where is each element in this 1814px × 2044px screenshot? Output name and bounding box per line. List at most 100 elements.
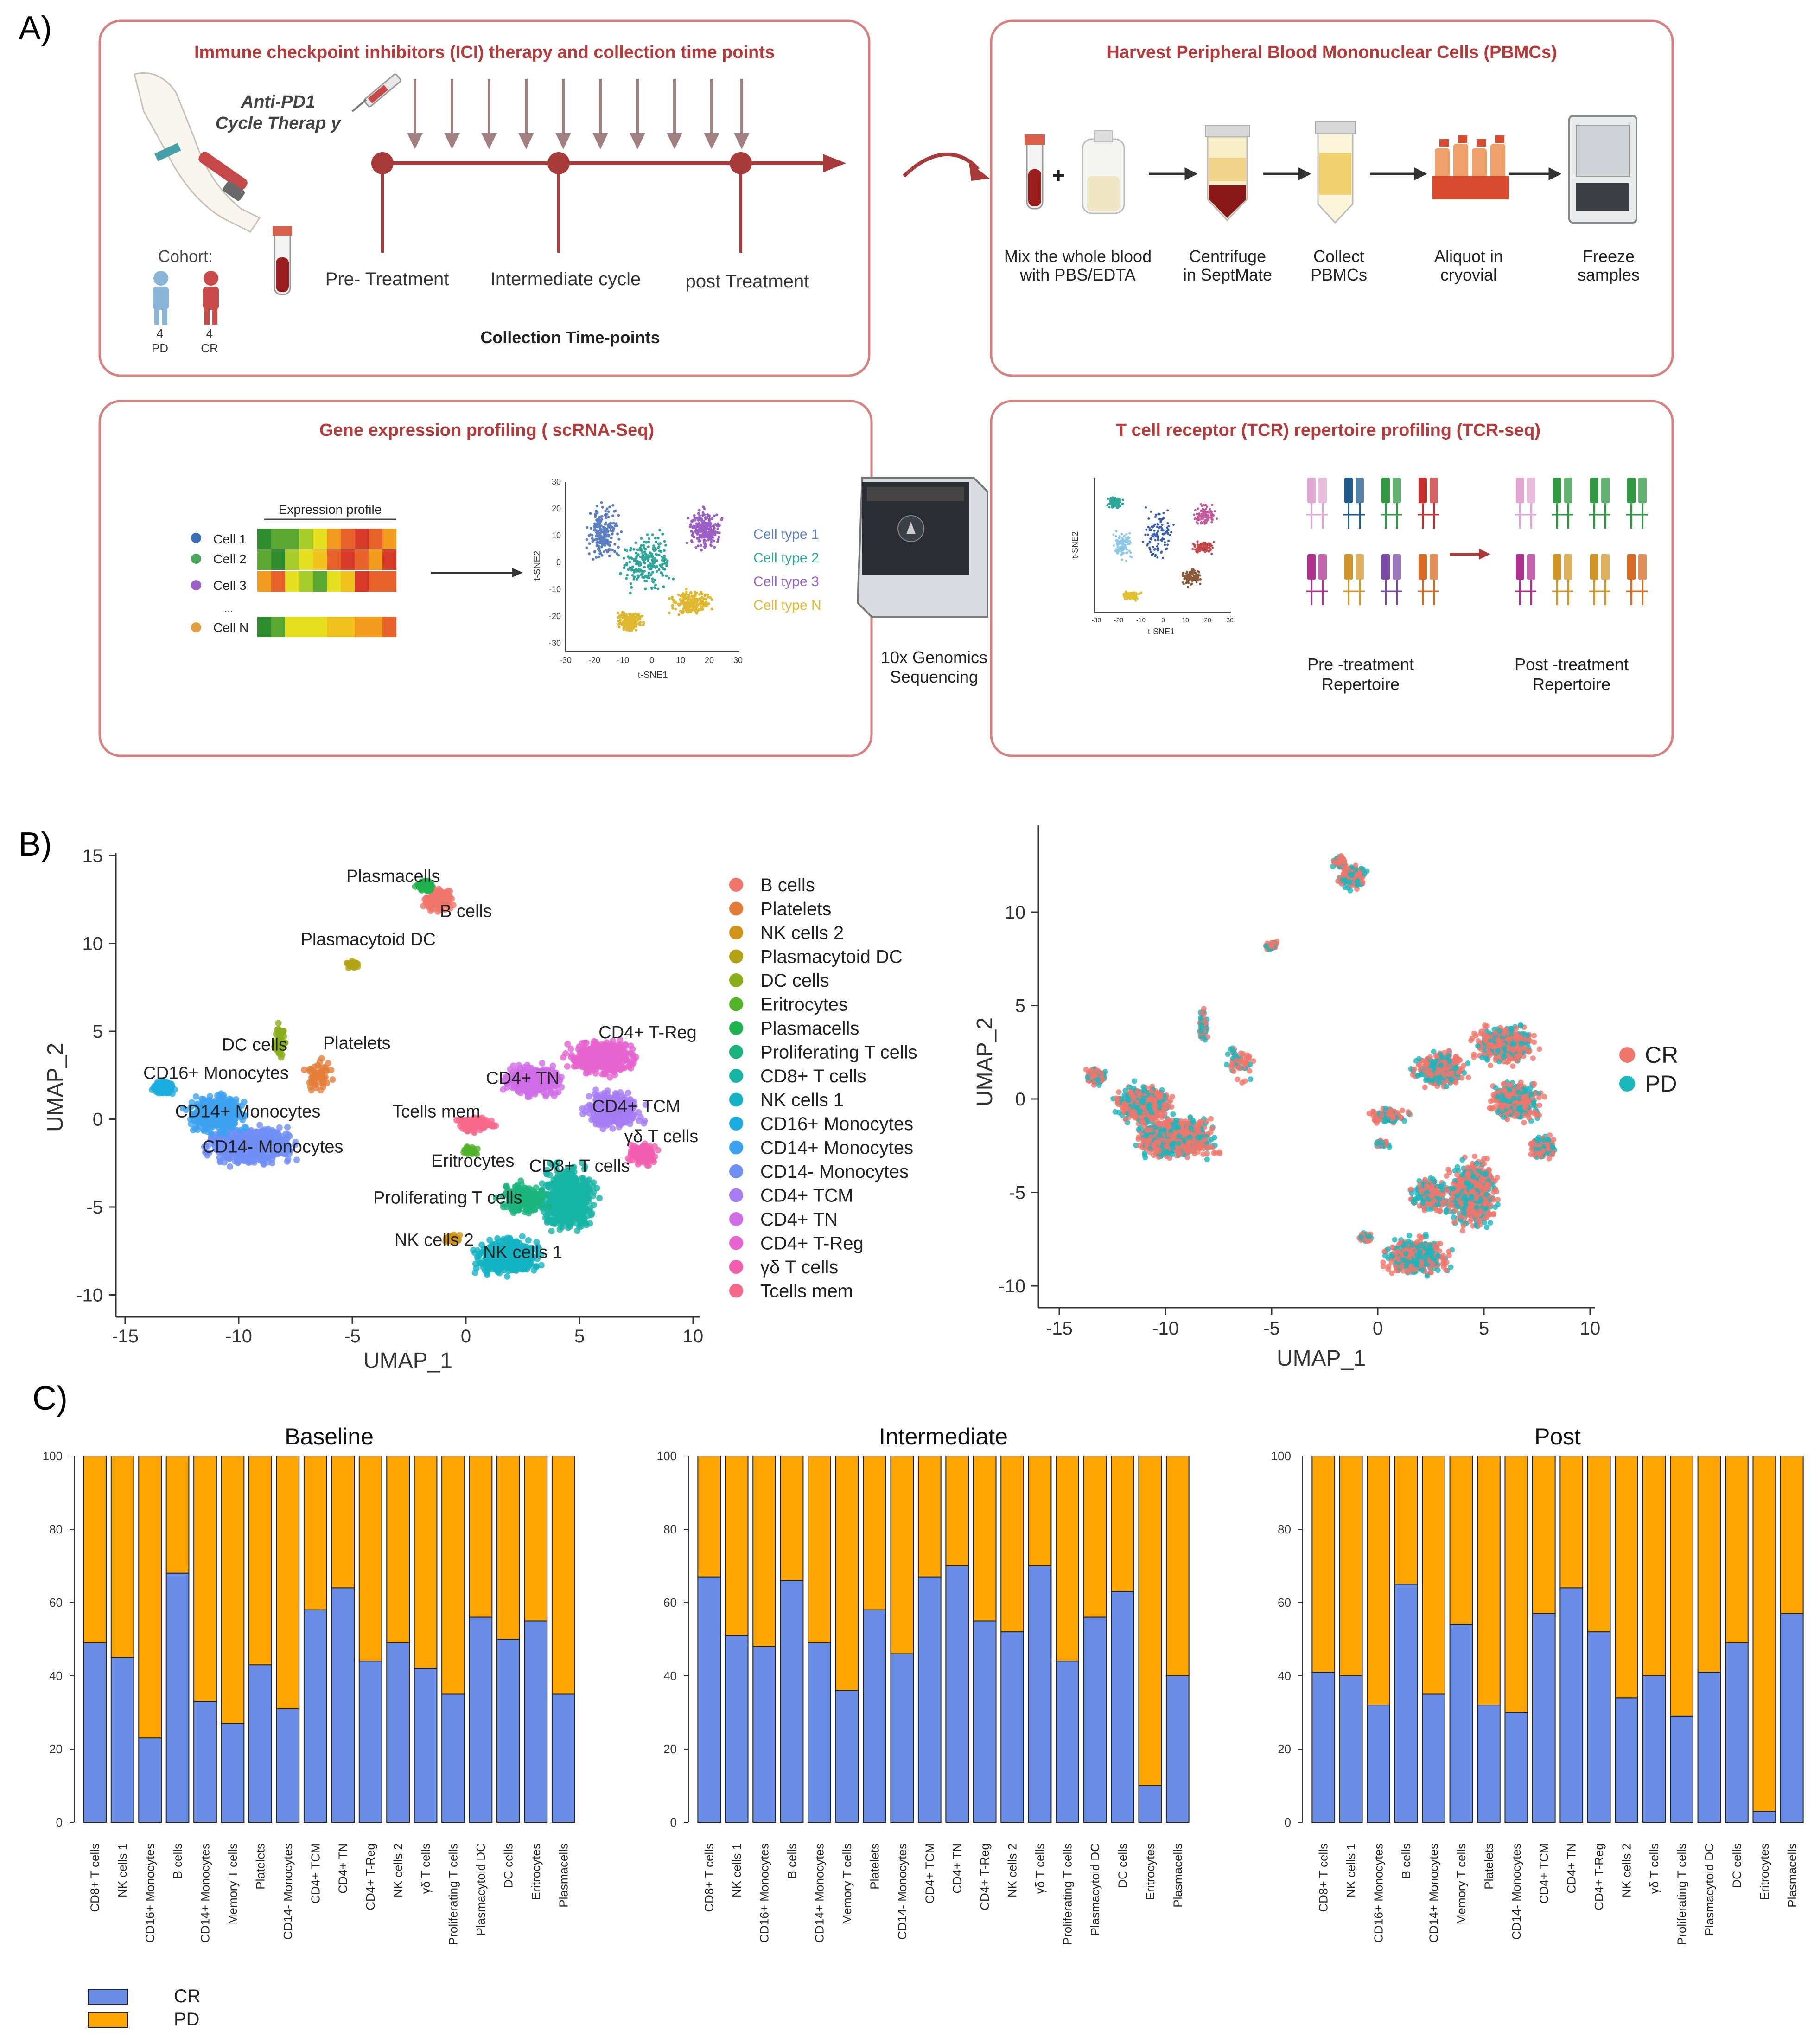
tsne-point [701,514,705,517]
pd-label: PD [152,341,168,355]
mini-tsne-point [1149,549,1152,551]
mini-tsne-point [1156,548,1158,550]
tsne-point [702,529,705,532]
collection-footer: Collection Time-points [480,328,660,347]
tcr-chain [1601,478,1610,503]
therapy-line2: Cycle Therap y [216,114,342,133]
mini-tsne-point [1190,583,1192,586]
mini-tsne-point [1106,504,1109,507]
mini-tsne-point [1206,505,1209,508]
mini-tsne-point [1206,544,1209,547]
mini-tsne-point [1127,540,1130,543]
mini-tsne-point [1148,540,1151,543]
tcr-chain [1638,478,1647,503]
tsne-point [633,575,636,579]
mini-tsne-point [1116,542,1119,545]
cryovials-icon [1432,135,1509,199]
heatmap-cell [327,529,341,549]
tcr-chain [1516,554,1524,580]
tsne-point [677,613,681,616]
heatmap-cell [355,549,369,570]
tsne-point [622,556,625,560]
tsne-point [717,537,720,541]
tsne-point [613,524,617,528]
tcr-chain [1393,478,1401,503]
tsne-point [689,591,692,594]
umap-point [613,1057,620,1064]
tsne-point [650,566,654,569]
tsne-point [628,613,631,616]
tsne-point [649,555,652,558]
tsne-point [656,587,660,590]
tsne-point [643,566,646,569]
umap-point [235,1159,242,1166]
tsne-point [645,541,648,544]
tsne-point [625,563,629,567]
mini-tsne-point [1108,506,1111,509]
tsne-point [663,540,666,543]
tsne-point [611,532,614,536]
tsne-point [604,509,607,512]
mini-tsne-point [1204,546,1207,549]
heatmap-cell [271,549,285,570]
panel-label-a: A) [19,10,52,47]
tsne-point [613,543,617,546]
tsne-point [643,579,647,582]
tsne-point [706,522,709,525]
tsne-point [708,521,711,524]
mini-tsne-point [1154,516,1157,518]
tsne-point [649,563,653,567]
tsne-point [699,597,702,600]
tsne-point [704,593,707,596]
curved-arrow [903,152,980,178]
mini-tsne-point [1209,548,1212,551]
mini-tsne-point [1114,535,1117,537]
tsne-point [654,566,657,569]
mini-tsne-point [1114,498,1117,501]
tcr-chain [1627,478,1636,503]
mini-tsne-point [1125,560,1128,562]
tsne-point [642,624,645,627]
mini-tsne-point [1197,507,1199,510]
step2-line1: Centrifuge [1189,247,1266,266]
tsne-point [690,520,694,524]
heatmap-cell [257,571,271,592]
tsne-point [635,570,638,573]
mini-tsne-point [1118,498,1120,500]
mini-xtick: -30 [1092,616,1101,624]
tcr-chain [1419,554,1427,580]
tsne-point [595,531,598,534]
box-scrna-seq: Gene expression profiling ( scRNA-Seq) E… [98,400,873,757]
tsne-point [641,551,644,555]
mini-tsne-point [1203,522,1206,525]
tcr-chain [1430,554,1438,580]
tsne-point [637,617,640,620]
umap-point [616,1065,623,1072]
heatmap-cell [285,549,299,570]
mini-tsne-point [1204,542,1207,545]
tsne-point [662,549,666,552]
umap-point [628,1060,635,1067]
umap-point [349,960,356,967]
umap-point [256,1122,263,1129]
tsne-point [633,613,636,616]
tsne-point [700,528,703,531]
mini-tsne-point [1122,552,1125,555]
cell-1-label: Cell 1 [213,532,247,546]
tsne-point [658,529,662,532]
mini-tsne-point [1154,555,1157,557]
mini-tsne-point [1157,537,1159,539]
person-cr-icon [203,271,219,325]
tsne-point [605,528,609,531]
tsne-point [606,550,609,554]
mini-tsne-point [1193,569,1196,572]
tsne-point [659,571,662,574]
tsne-point [647,563,650,567]
tsne-ytick: 0 [556,558,561,567]
tsne-point [640,573,643,576]
mini-tsne-point [1166,530,1169,532]
tsne-point [700,549,703,552]
tsne-point [689,523,692,526]
tsne-point [705,530,708,534]
umap-point [284,1158,291,1165]
